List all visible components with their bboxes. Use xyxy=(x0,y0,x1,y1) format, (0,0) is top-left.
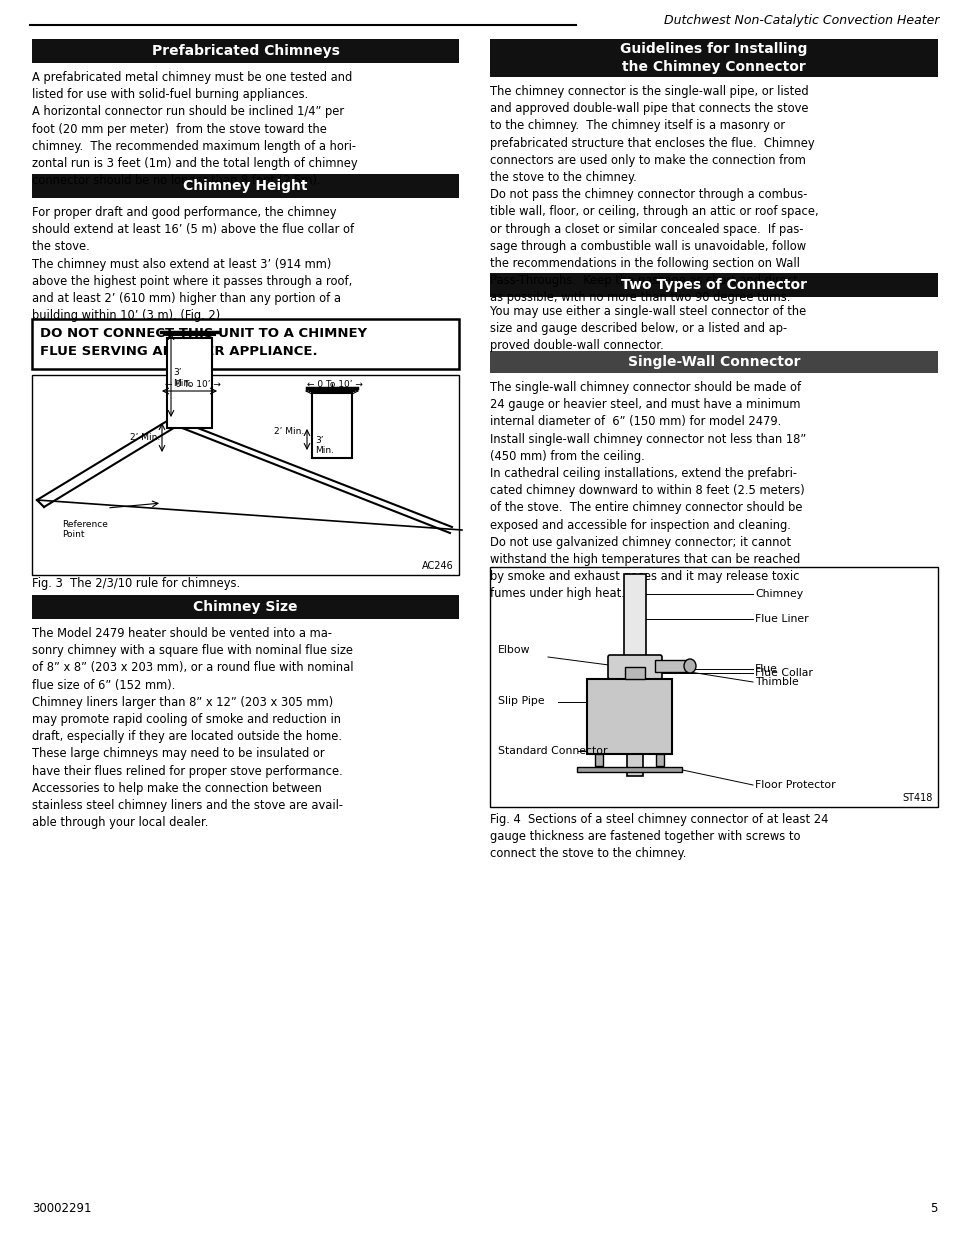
Text: Chimney Height: Chimney Height xyxy=(183,179,308,193)
Text: Thimble: Thimble xyxy=(754,677,798,687)
Text: 3’
Min.: 3’ Min. xyxy=(172,368,192,388)
Text: The single-wall chimney connector should be made of
24 gauge or heavier steel, a: The single-wall chimney connector should… xyxy=(490,382,805,600)
Text: Single-Wall Connector: Single-Wall Connector xyxy=(627,354,800,369)
Bar xyxy=(587,679,672,755)
Text: Slip Pipe: Slip Pipe xyxy=(497,697,544,706)
Bar xyxy=(577,767,681,772)
FancyBboxPatch shape xyxy=(607,655,661,679)
Text: ← 0 To 10’ →: ← 0 To 10’ → xyxy=(165,380,221,389)
Text: Standard Connector: Standard Connector xyxy=(497,746,607,756)
Text: Reference
Point: Reference Point xyxy=(62,520,108,540)
Bar xyxy=(656,755,664,766)
Text: Floor Protector: Floor Protector xyxy=(754,781,835,790)
Text: Flue: Flue xyxy=(754,664,777,674)
Text: For proper draft and good performance, the chimney
should extend at least 16’ (5: For proper draft and good performance, t… xyxy=(32,206,354,322)
Bar xyxy=(625,679,643,724)
Text: Guidelines for Installing
the Chimney Connector: Guidelines for Installing the Chimney Co… xyxy=(619,42,807,74)
Text: 3’
Min.: 3’ Min. xyxy=(314,436,334,456)
Bar xyxy=(626,726,642,776)
Bar xyxy=(490,351,937,373)
Text: Fig. 3  The 2/3/10 rule for chimneys.: Fig. 3 The 2/3/10 rule for chimneys. xyxy=(32,577,240,590)
Bar xyxy=(32,595,458,619)
Bar xyxy=(490,567,937,806)
Bar xyxy=(32,40,458,63)
Text: Chimney Size: Chimney Size xyxy=(193,600,297,614)
Text: 2’ Min.: 2’ Min. xyxy=(274,426,304,436)
Bar xyxy=(32,174,458,198)
Bar xyxy=(595,755,603,766)
Text: Chimney: Chimney xyxy=(754,589,802,599)
Ellipse shape xyxy=(683,659,696,673)
Text: Flue Liner: Flue Liner xyxy=(754,614,808,624)
Text: DO NOT CONNECT THIS UNIT TO A CHIMNEY
FLUE SERVING ANOTHER APPLIANCE.: DO NOT CONNECT THIS UNIT TO A CHIMNEY FL… xyxy=(40,327,367,358)
Bar xyxy=(624,667,644,679)
Bar xyxy=(490,40,937,77)
Bar xyxy=(167,338,212,429)
Text: Fig. 4  Sections of a steel chimney connector of at least 24
gauge thickness are: Fig. 4 Sections of a steel chimney conne… xyxy=(490,813,827,861)
Text: Prefabricated Chimneys: Prefabricated Chimneys xyxy=(152,44,339,58)
Bar xyxy=(32,319,458,369)
Text: You may use either a single-wall steel connector of the
size and gauge described: You may use either a single-wall steel c… xyxy=(490,305,805,352)
Text: Two Types of Connector: Two Types of Connector xyxy=(620,278,806,291)
Text: ST418: ST418 xyxy=(902,793,932,803)
Bar xyxy=(655,659,689,672)
Text: A prefabricated metal chimney must be one tested and
listed for use with solid-f: A prefabricated metal chimney must be on… xyxy=(32,70,357,188)
Bar xyxy=(312,393,352,458)
Text: Dutchwest Non-Catalytic Convection Heater: Dutchwest Non-Catalytic Convection Heate… xyxy=(664,14,939,27)
Text: ← 0 To 10’ →: ← 0 To 10’ → xyxy=(307,380,362,389)
Text: 5: 5 xyxy=(929,1202,937,1215)
Text: 30002291: 30002291 xyxy=(32,1202,91,1215)
Text: The chimney connector is the single-wall pipe, or listed
and approved double-wal: The chimney connector is the single-wall… xyxy=(490,85,818,304)
Text: The Model 2479 heater should be vented into a ma-
sonry chimney with a square fl: The Model 2479 heater should be vented i… xyxy=(32,627,354,829)
Text: AC246: AC246 xyxy=(422,561,454,571)
Bar xyxy=(623,574,645,662)
Bar xyxy=(32,375,458,576)
Bar xyxy=(490,273,937,296)
Text: Flue Collar: Flue Collar xyxy=(754,668,812,678)
Text: Elbow: Elbow xyxy=(497,645,530,655)
Text: 2’ Min.: 2’ Min. xyxy=(130,433,160,442)
